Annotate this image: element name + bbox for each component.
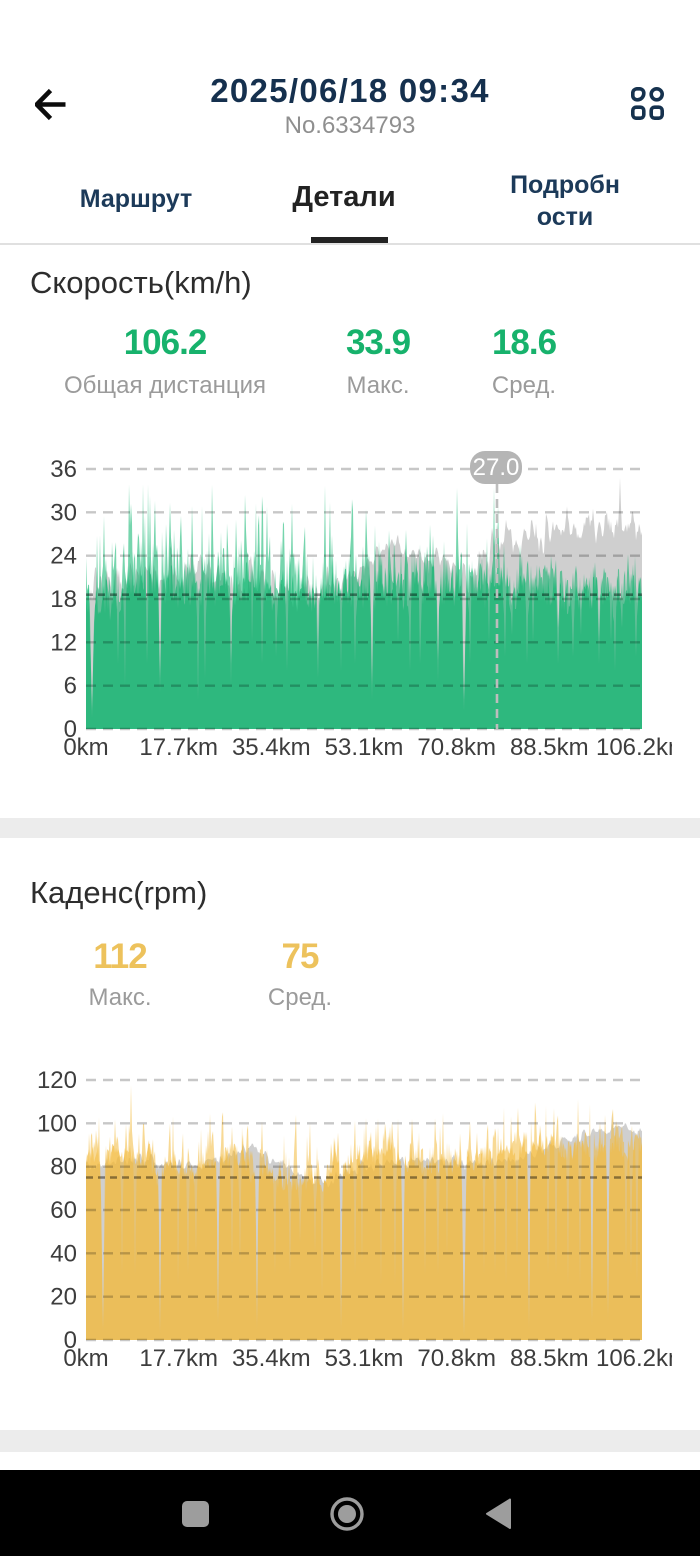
svg-text:0: 0 [64,716,77,743]
svg-text:40: 40 [50,1240,77,1267]
svg-text:30: 30 [50,499,77,526]
svg-text:24: 24 [50,543,77,570]
svg-text:100: 100 [37,1110,77,1137]
svg-text:17.7km: 17.7km [139,1345,218,1372]
svg-text:18: 18 [50,586,77,613]
svg-text:0km: 0km [63,1345,108,1372]
svg-text:0km: 0km [63,734,108,761]
svg-text:35.4km: 35.4km [232,1345,311,1372]
svg-text:70.8km: 70.8km [417,734,496,761]
svg-text:27.0: 27.0 [473,454,520,481]
svg-text:60: 60 [50,1197,77,1224]
svg-text:80: 80 [50,1154,77,1181]
svg-text:88.5km: 88.5km [510,734,589,761]
svg-text:70.8km: 70.8km [417,1345,496,1372]
svg-text:20: 20 [50,1284,77,1311]
svg-text:6: 6 [64,673,77,700]
svg-text:12: 12 [50,629,77,656]
svg-text:0: 0 [64,1327,77,1354]
svg-text:35.4km: 35.4km [232,734,311,761]
svg-text:36: 36 [50,456,77,483]
svg-text:120: 120 [37,1067,77,1094]
svg-text:53.1km: 53.1km [325,1345,404,1372]
svg-text:88.5km: 88.5km [510,1345,589,1372]
svg-text:17.7km: 17.7km [139,734,218,761]
svg-text:53.1km: 53.1km [325,734,404,761]
